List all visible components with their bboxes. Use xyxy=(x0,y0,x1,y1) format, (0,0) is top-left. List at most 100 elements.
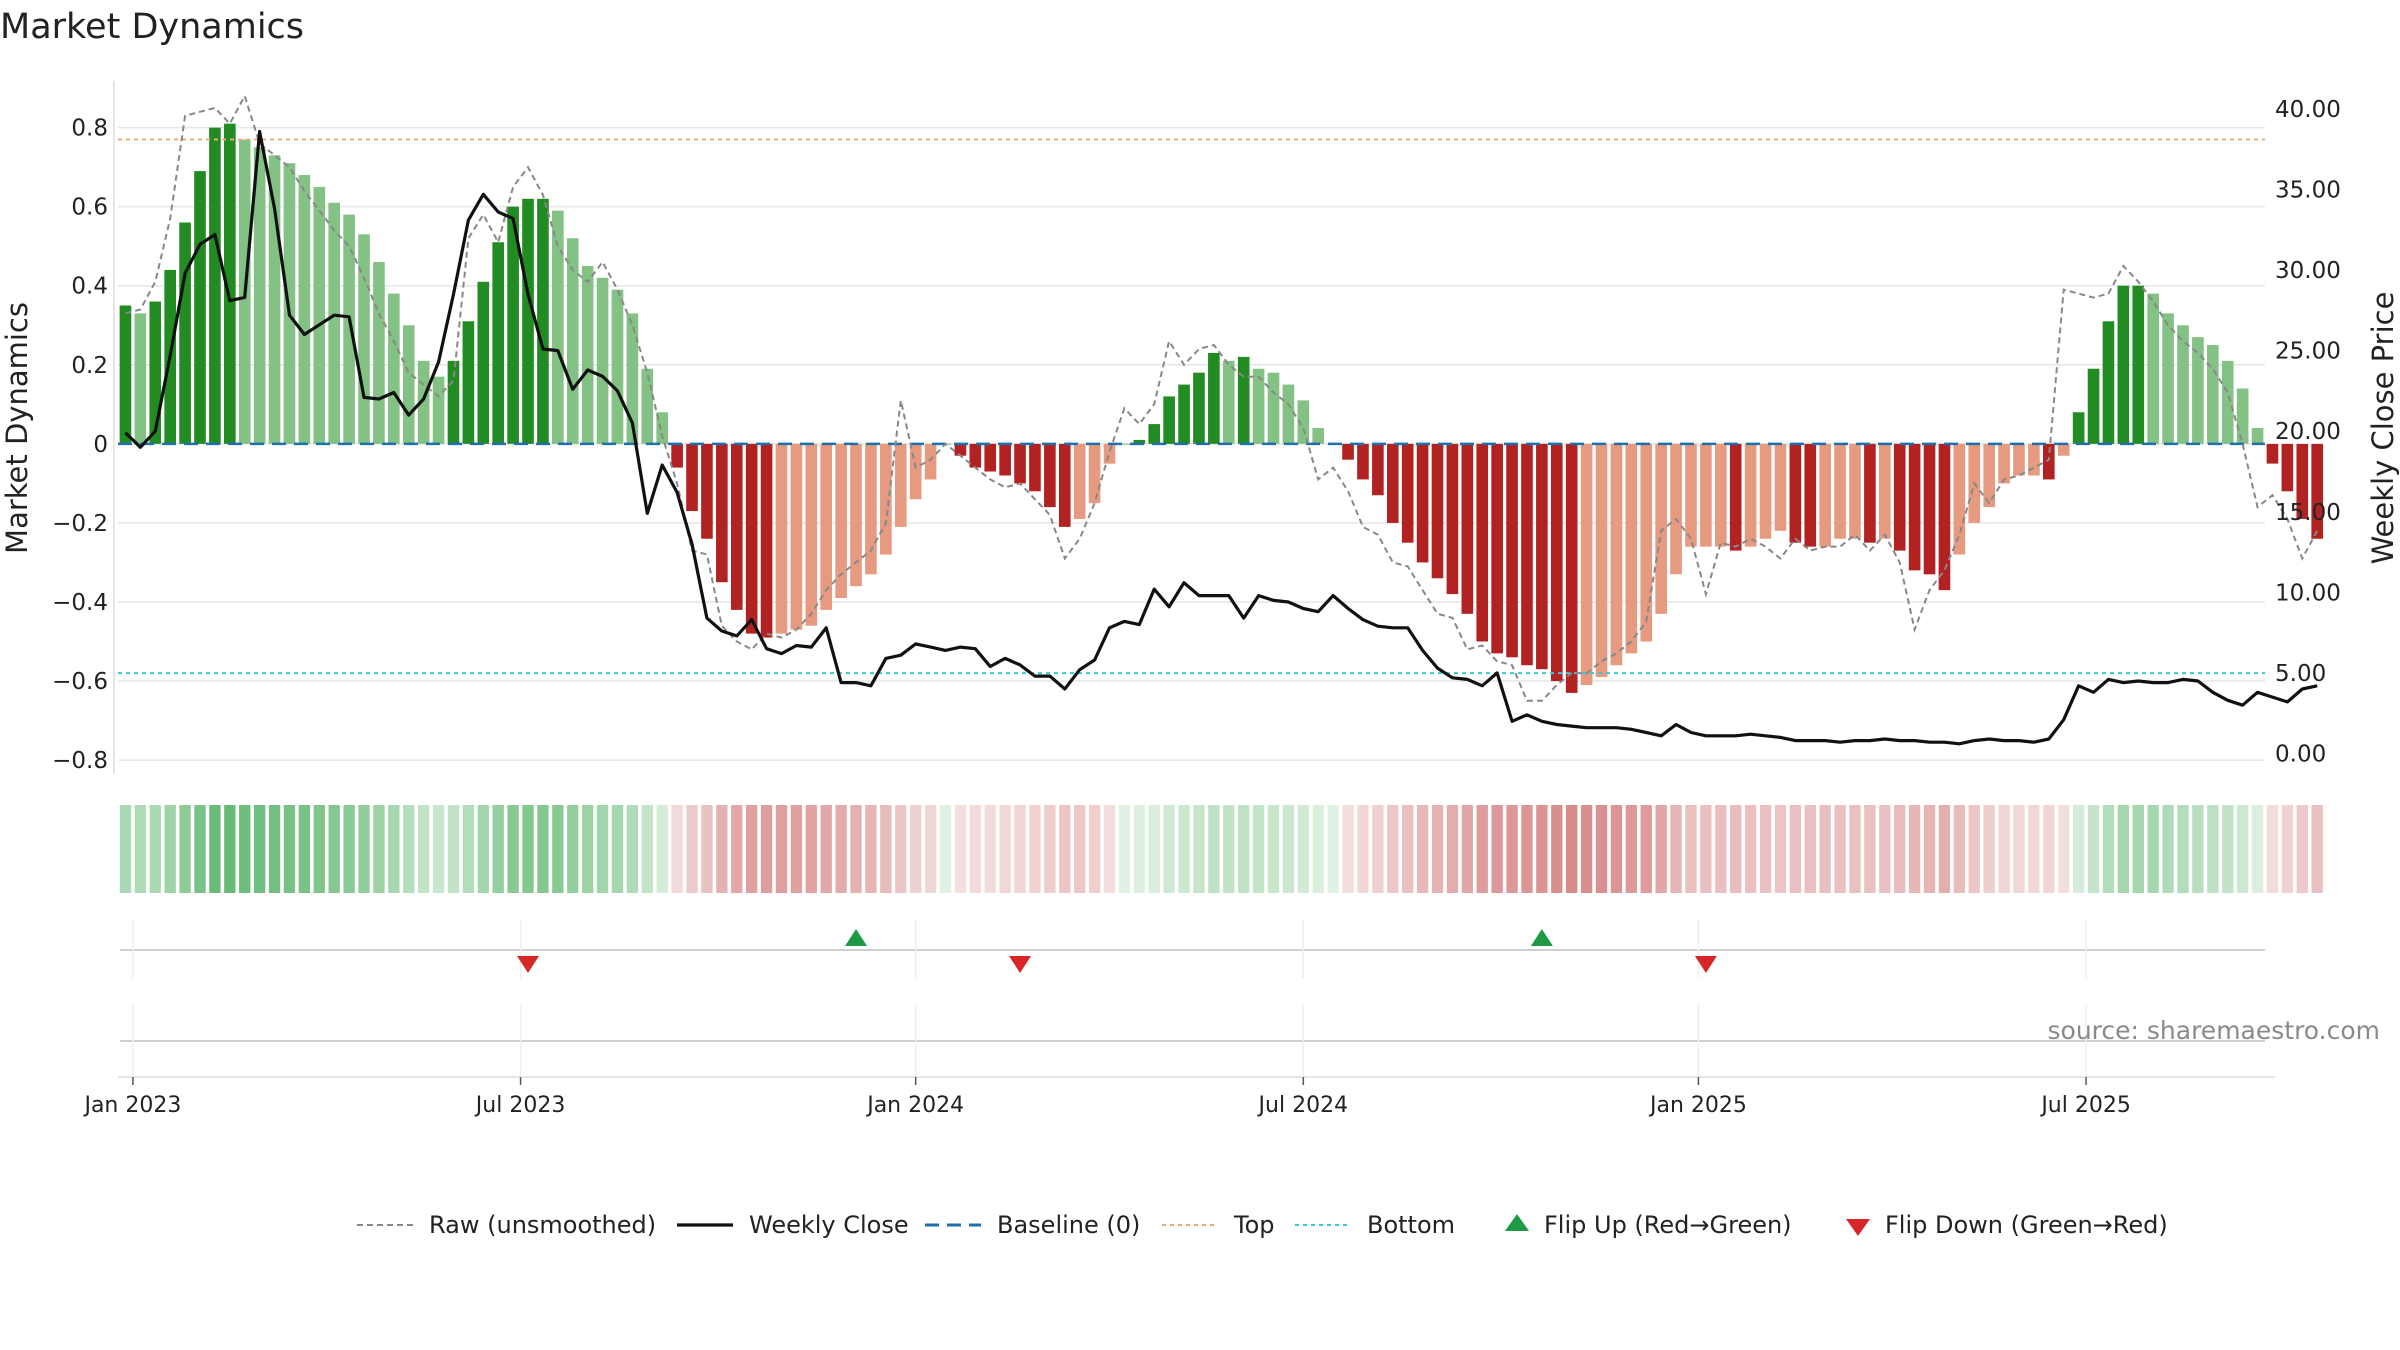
momentum-bar xyxy=(1416,443,1429,563)
heat-cell xyxy=(716,805,728,893)
heat-cell xyxy=(581,805,594,893)
heat-cell xyxy=(2043,805,2055,893)
momentum-bar xyxy=(850,443,862,587)
momentum-bar xyxy=(298,175,311,444)
momentum-bar xyxy=(1923,443,1936,575)
heat-cell xyxy=(731,805,743,893)
momentum-bar xyxy=(2028,443,2040,476)
momentum-bar xyxy=(626,313,639,444)
heat-cell xyxy=(1580,805,1593,893)
momentum-bar xyxy=(2192,337,2204,444)
y2-tick-label: 40.00 xyxy=(2275,97,2341,123)
heat-cell xyxy=(686,805,698,893)
momentum-bar xyxy=(522,198,534,444)
heat-cell xyxy=(1744,805,1757,893)
heat-cell xyxy=(2013,805,2025,893)
momentum-bar xyxy=(1476,443,1489,642)
y2-tick-label: 5.00 xyxy=(2275,661,2326,687)
momentum-bar xyxy=(1744,443,1757,547)
momentum-bar xyxy=(1386,443,1399,523)
momentum-bar xyxy=(1372,443,1384,496)
heat-cell xyxy=(194,805,206,893)
momentum-bar xyxy=(924,443,937,480)
momentum-bar xyxy=(1908,443,1921,571)
momentum-bar xyxy=(447,360,460,444)
momentum-bar xyxy=(969,443,982,468)
flip-up-marker xyxy=(1530,929,1553,946)
momentum-bar xyxy=(1014,443,1026,484)
heat-cell xyxy=(2058,805,2070,893)
y-tick-label: 0.8 xyxy=(71,116,108,142)
heat-cell xyxy=(507,805,519,893)
momentum-bar xyxy=(745,443,758,634)
heat-cell xyxy=(403,805,415,893)
momentum-bar xyxy=(865,443,877,575)
heat-cell xyxy=(611,805,624,893)
heat-cell xyxy=(1193,805,1205,893)
heat-cell xyxy=(358,805,370,893)
heat-cell xyxy=(671,805,683,893)
momentum-bar xyxy=(1834,443,1846,539)
momentum-bar xyxy=(1789,443,1802,543)
heat-cell xyxy=(119,805,132,893)
momentum-bar xyxy=(343,214,355,444)
momentum-bar xyxy=(402,325,415,444)
momentum-bar xyxy=(760,443,773,638)
heat-cell xyxy=(1908,805,1921,893)
y2-tick-label: 0.00 xyxy=(2275,741,2326,767)
momentum-bar xyxy=(134,313,147,444)
heat-cell xyxy=(865,805,877,893)
heat-cell xyxy=(2117,805,2130,893)
heat-cell xyxy=(1342,805,1354,893)
heat-cell xyxy=(1133,805,1145,893)
axes: −0.8 −0.6 −0.4 −0.2 0 0.2 0.4 0.6 0.8 0.00 5.00 10.… xyxy=(52,81,2341,774)
heat-cell xyxy=(1252,805,1265,893)
heat-cell xyxy=(1685,805,1697,893)
momentum-bar xyxy=(1073,443,1086,519)
heat-cell xyxy=(2266,805,2279,893)
legend: Raw (unsmoothed) Weekly Close Baseline (0)… xyxy=(357,1211,2168,1239)
momentum-bar xyxy=(790,443,803,630)
legend-label: Baseline (0) xyxy=(997,1211,1140,1239)
heat-cell xyxy=(1789,805,1802,893)
momentum-bar xyxy=(1118,443,1131,445)
momentum-bar xyxy=(552,210,564,444)
legend-item: Bottom xyxy=(1295,1211,1455,1239)
momentum-bar xyxy=(388,293,400,444)
heat-cell xyxy=(1118,805,1131,893)
heat-cell xyxy=(775,805,788,893)
momentum-bar xyxy=(1342,443,1354,460)
heat-cell xyxy=(924,805,937,893)
heat-cell xyxy=(2072,805,2085,893)
momentum-bar xyxy=(1446,443,1459,595)
momentum-bar xyxy=(1759,443,1772,539)
momentum-bar xyxy=(671,443,683,468)
momentum-bar xyxy=(1536,443,1548,670)
momentum-bar xyxy=(566,238,579,444)
momentum-bar xyxy=(1610,443,1623,666)
heat-cell xyxy=(2177,805,2189,893)
heat-cell xyxy=(1148,805,1160,893)
momentum-bar xyxy=(1312,428,1325,444)
momentum-bar xyxy=(268,155,281,444)
heat-cell xyxy=(1074,805,1086,893)
momentum-bars xyxy=(119,123,2323,693)
momentum-bar xyxy=(1431,443,1444,579)
heat-cell xyxy=(2311,805,2323,893)
heat-cell xyxy=(239,805,251,893)
heat-cell xyxy=(1059,805,1071,893)
momentum-bar xyxy=(1729,443,1742,551)
momentum-bar xyxy=(581,265,594,444)
heat-cell xyxy=(954,805,967,893)
y2-tick-label: 10.00 xyxy=(2275,580,2341,606)
heat-cell xyxy=(1103,805,1116,893)
heat-cell xyxy=(1327,805,1339,893)
momentum-bar xyxy=(417,360,430,444)
heat-cell xyxy=(939,805,952,893)
heat-cell xyxy=(149,805,161,893)
heat-cell xyxy=(343,805,355,893)
momentum-bar xyxy=(1029,443,1041,492)
reference-lines xyxy=(118,138,2265,675)
weekly-close-line xyxy=(124,129,2318,746)
heat-cell xyxy=(701,805,713,893)
